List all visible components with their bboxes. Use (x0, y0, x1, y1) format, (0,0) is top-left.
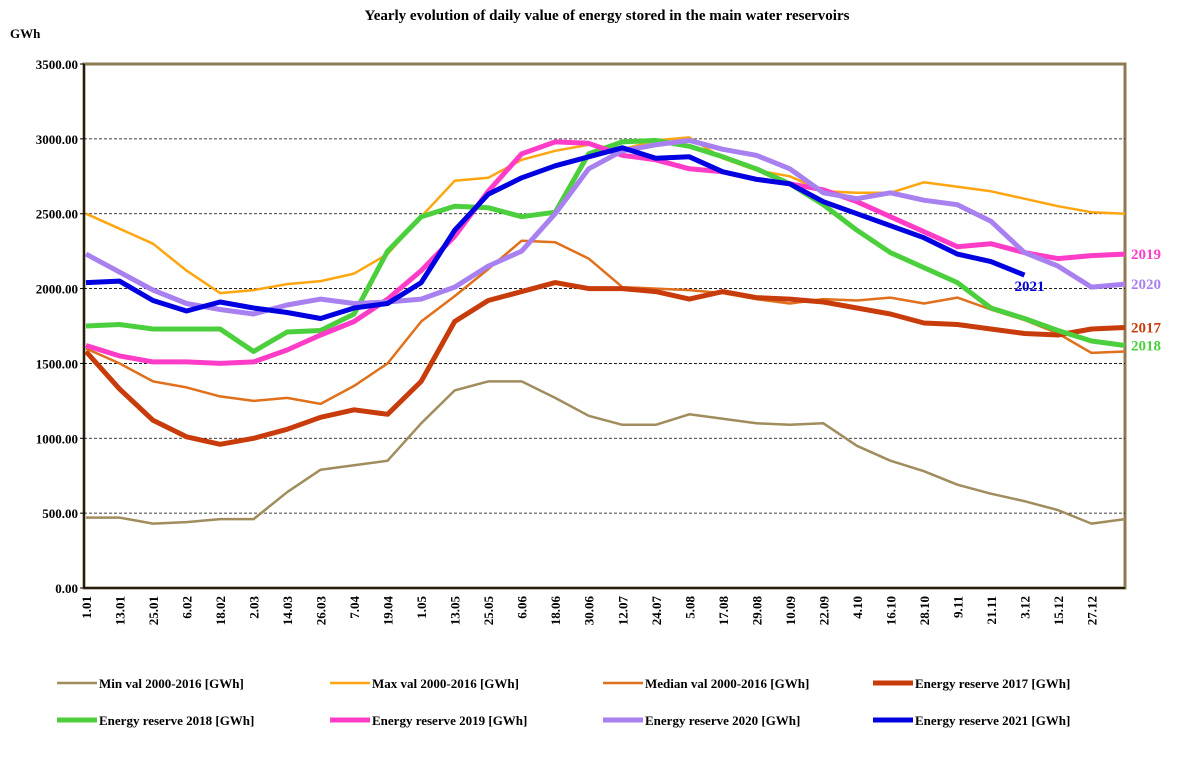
x-tick-label: 18.02 (213, 596, 228, 625)
end-label: 2017 (1131, 320, 1162, 336)
x-tick-label: 16.10 (883, 596, 898, 625)
x-tick-label: 17.08 (716, 596, 731, 626)
x-tick-label: 14.03 (280, 596, 295, 626)
x-tick-label: 25.05 (481, 596, 496, 626)
legend-label: Energy reserve 2021 [GWh] (915, 713, 1070, 728)
x-tick-label: 22.09 (816, 596, 831, 626)
x-tick-label: 25.01 (146, 596, 161, 625)
y-tick-label: 1500.00 (36, 356, 78, 371)
x-tick-label: 12.07 (615, 596, 630, 626)
end-label: 2020 (1131, 277, 1161, 293)
y-tick-label: 500.00 (42, 506, 78, 521)
legend-label: Energy reserve 2018 [GWh] (99, 713, 254, 728)
x-tick-label: 28.10 (917, 596, 932, 625)
x-tick-label: 27.12 (1084, 596, 1099, 625)
legend-label: Energy reserve 2020 [GWh] (645, 713, 800, 728)
x-tick-label: 15.12 (1051, 596, 1066, 625)
series-line (86, 380, 1126, 525)
x-tick-label: 6.06 (515, 596, 530, 619)
x-tick-label: 9.11 (950, 596, 965, 618)
x-tick-label: 26.03 (314, 596, 329, 626)
legend-label: Min val 2000-2016 [GWh] (99, 676, 244, 691)
y-tick-label: 2000.00 (36, 282, 78, 297)
x-tick-label: 2.03 (247, 596, 262, 619)
series-line (85, 145, 1026, 321)
series-line (84, 137, 1126, 317)
y-tick-label: 3500.00 (36, 57, 78, 72)
series-line (85, 239, 1126, 406)
y-axis-label: GWh (10, 26, 41, 41)
x-tick-label: 5.08 (682, 596, 697, 619)
end-label: 2021 (1014, 279, 1044, 295)
end-label: 2019 (1131, 247, 1161, 263)
x-tick-label: 13.01 (113, 596, 128, 625)
x-tick-label: 21.11 (984, 596, 999, 625)
x-tick-label: 3.12 (1017, 596, 1032, 619)
legend-label: Energy reserve 2017 [GWh] (915, 676, 1070, 691)
x-tick-label: 6.02 (180, 596, 195, 619)
y-tick-label: 1000.00 (36, 431, 78, 446)
series-line (84, 280, 1126, 447)
x-tick-label: 1.01 (79, 596, 94, 619)
x-tick-label: 29.08 (749, 596, 764, 626)
legend-label: Max val 2000-2016 [GWh] (372, 676, 519, 691)
x-tick-label: 24.07 (649, 596, 664, 626)
x-tick-label: 1.05 (414, 596, 429, 619)
x-tick-label: 4.10 (850, 596, 865, 619)
x-tick-label: 7.04 (347, 596, 362, 619)
y-tick-label: 3000.00 (36, 132, 78, 147)
y-tick-label: 0.00 (55, 581, 78, 596)
series-line (85, 139, 1126, 366)
x-tick-label: 30.06 (582, 596, 597, 626)
x-tick-label: 18.06 (548, 596, 563, 626)
x-tick-label: 10.09 (783, 596, 798, 626)
legend-label: Median val 2000-2016 [GWh] (645, 676, 809, 691)
y-tick-label: 2500.00 (36, 207, 78, 222)
legend-label: Energy reserve 2019 [GWh] (372, 713, 527, 728)
x-tick-label: 19.04 (381, 596, 396, 626)
chart-title: Yearly evolution of daily value of energ… (365, 8, 850, 24)
end-label: 2018 (1131, 338, 1161, 354)
x-tick-label: 13.05 (448, 596, 463, 626)
